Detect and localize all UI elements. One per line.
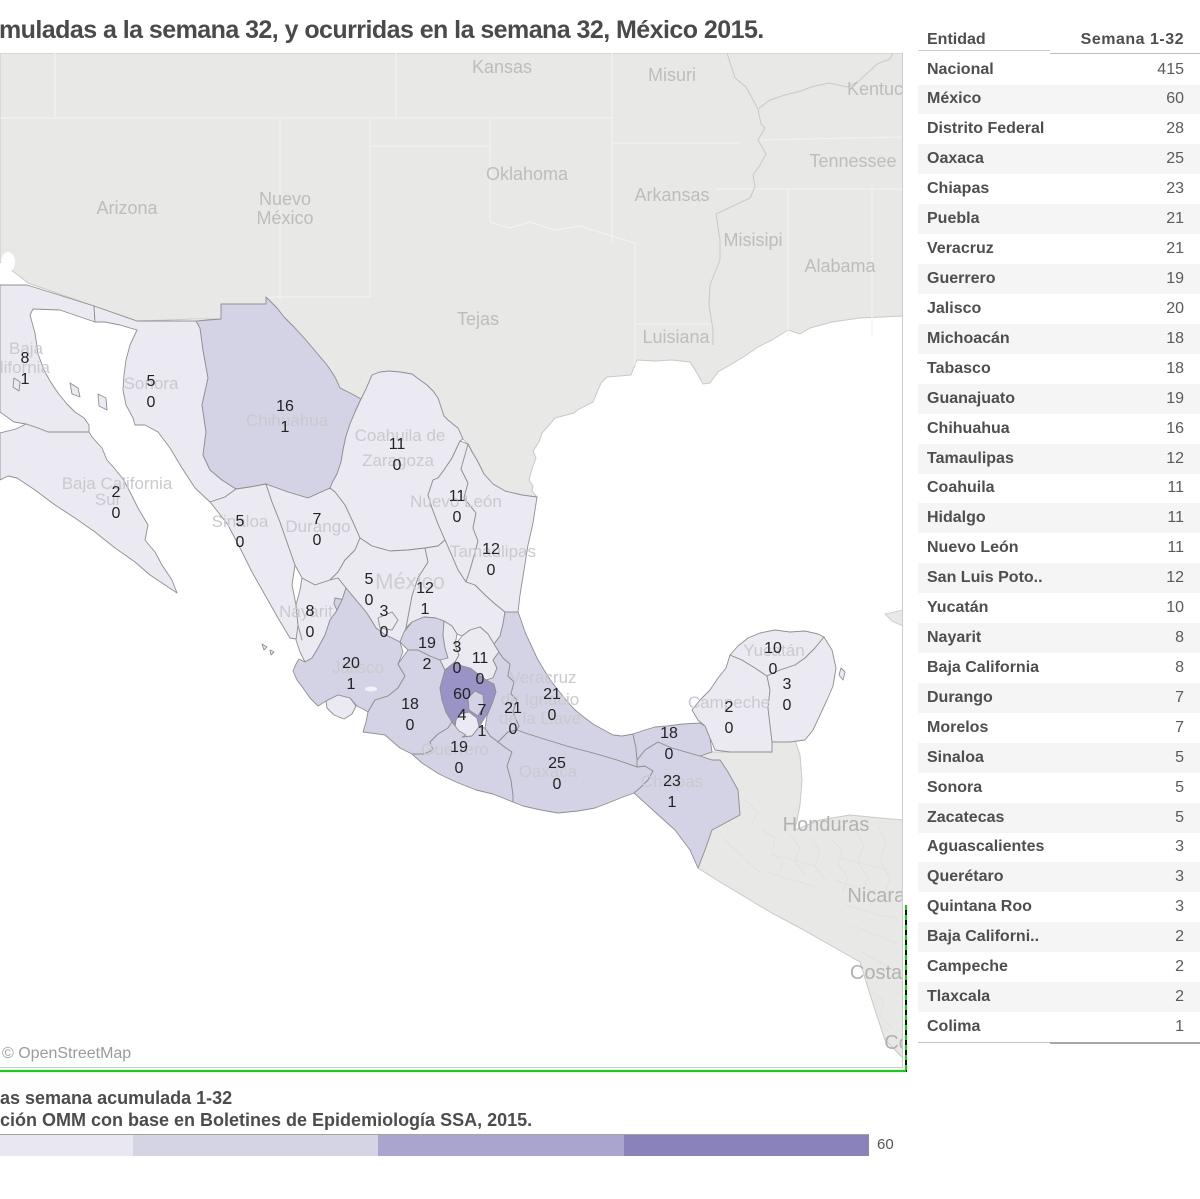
svg-text:0: 0: [453, 509, 462, 526]
svg-text:7: 7: [313, 511, 322, 528]
svg-text:México: México: [256, 208, 313, 228]
svg-text:0: 0: [147, 394, 156, 411]
svg-text:Misuri: Misuri: [648, 65, 696, 85]
svg-text:México: México: [375, 569, 445, 594]
svg-text:Nuevo: Nuevo: [259, 189, 311, 209]
svg-text:1: 1: [347, 676, 356, 693]
svg-text:1: 1: [281, 419, 290, 436]
svg-text:1: 1: [421, 601, 430, 618]
svg-text:Zaragoza: Zaragoza: [362, 451, 434, 470]
svg-text:0: 0: [553, 776, 562, 793]
svg-text:Baja California: Baja California: [62, 474, 173, 493]
svg-text:0: 0: [453, 660, 462, 677]
svg-text:Jalisco: Jalisco: [332, 658, 384, 677]
svg-text:0: 0: [393, 457, 402, 474]
svg-text:11: 11: [449, 488, 466, 505]
svg-text:Luisiana: Luisiana: [642, 327, 710, 347]
svg-text:0: 0: [365, 592, 374, 609]
svg-text:Chiapas: Chiapas: [641, 772, 703, 791]
svg-text:19: 19: [450, 739, 468, 756]
svg-text:21: 21: [543, 686, 561, 703]
svg-text:Arkansas: Arkansas: [634, 185, 709, 205]
svg-text:4: 4: [458, 707, 467, 724]
svg-text:0: 0: [769, 661, 778, 678]
svg-text:California: California: [0, 358, 50, 377]
svg-text:1: 1: [478, 723, 487, 740]
svg-text:Kansas: Kansas: [472, 57, 532, 77]
svg-text:19: 19: [418, 635, 436, 652]
svg-text:8: 8: [21, 350, 30, 367]
svg-text:Tamaulipas: Tamaulipas: [450, 542, 536, 561]
svg-text:10: 10: [764, 640, 782, 657]
svg-text:Kentucky: Kentucky: [847, 79, 903, 99]
svg-text:Sinaloa: Sinaloa: [212, 512, 269, 531]
svg-text:18: 18: [401, 696, 419, 713]
svg-text:0: 0: [455, 760, 464, 777]
svg-text:0: 0: [406, 717, 415, 734]
svg-text:7: 7: [478, 702, 487, 719]
svg-text:0: 0: [548, 707, 557, 724]
svg-text:Nayarit: Nayarit: [279, 602, 333, 621]
svg-text:Oklahoma: Oklahoma: [486, 164, 569, 184]
svg-text:1: 1: [668, 794, 677, 811]
svg-text:Cos: Cos: [884, 1032, 903, 1054]
svg-text:0: 0: [313, 532, 322, 549]
svg-text:0: 0: [112, 505, 121, 522]
svg-text:© OpenStreetMap: © OpenStreetMap: [2, 1045, 131, 1062]
svg-text:Durango: Durango: [285, 517, 350, 536]
svg-text:2: 2: [112, 484, 121, 501]
svg-text:21: 21: [504, 700, 522, 717]
svg-text:0: 0: [236, 534, 245, 551]
svg-text:Campeche: Campeche: [688, 693, 770, 712]
svg-text:1: 1: [21, 371, 30, 388]
svg-text:0: 0: [665, 746, 674, 763]
svg-text:0: 0: [476, 671, 485, 688]
svg-text:Arizona: Arizona: [96, 198, 158, 218]
svg-text:12: 12: [482, 541, 500, 558]
svg-text:Costa R: Costa R: [850, 962, 903, 984]
svg-text:20: 20: [342, 655, 360, 672]
svg-text:23: 23: [663, 773, 681, 790]
svg-text:5: 5: [365, 571, 374, 588]
svg-text:Coahuila de: Coahuila de: [355, 426, 446, 445]
svg-text:Chihuahua: Chihuahua: [246, 411, 329, 430]
svg-text:Baja: Baja: [9, 339, 44, 358]
svg-text:11: 11: [389, 436, 406, 453]
svg-text:Tejas: Tejas: [457, 309, 499, 329]
svg-text:Sur: Sur: [95, 490, 122, 509]
svg-text:2: 2: [423, 656, 432, 673]
svg-text:3: 3: [783, 676, 792, 693]
svg-text:5: 5: [147, 373, 156, 390]
svg-text:2: 2: [725, 699, 734, 716]
svg-text:Misisipi: Misisipi: [723, 230, 782, 250]
svg-text:0: 0: [306, 624, 315, 641]
svg-text:Honduras: Honduras: [783, 814, 870, 836]
svg-text:Nicaragua: Nicaragua: [847, 885, 903, 907]
svg-text:0: 0: [725, 720, 734, 737]
svg-text:Guerrero: Guerrero: [421, 740, 489, 759]
svg-text:8: 8: [306, 603, 315, 620]
svg-text:Yucatán: Yucatán: [743, 641, 804, 660]
svg-text:Sonora: Sonora: [124, 374, 179, 393]
svg-text:Nuevo León: Nuevo León: [410, 492, 502, 511]
svg-text:Alabama: Alabama: [804, 256, 876, 276]
svg-text:0: 0: [487, 562, 496, 579]
svg-text:Oaxaca: Oaxaca: [519, 762, 578, 781]
svg-text:Veracruz: Veracruz: [509, 668, 576, 687]
svg-text:3: 3: [453, 639, 462, 656]
svg-text:12: 12: [416, 580, 434, 597]
svg-text:de la Llave: de la Llave: [499, 709, 581, 728]
svg-text:0: 0: [783, 697, 792, 714]
svg-text:11: 11: [472, 650, 489, 667]
svg-text:0: 0: [380, 624, 389, 641]
svg-text:25: 25: [548, 755, 566, 772]
svg-text:Tennessee: Tennessee: [809, 151, 896, 171]
svg-text:60: 60: [453, 686, 471, 703]
svg-text:0: 0: [509, 721, 518, 738]
svg-text:16: 16: [276, 398, 294, 415]
svg-text:18: 18: [660, 725, 678, 742]
svg-text:3: 3: [380, 603, 389, 620]
svg-text:5: 5: [236, 513, 245, 530]
svg-text:de Ignacio: de Ignacio: [501, 690, 579, 709]
